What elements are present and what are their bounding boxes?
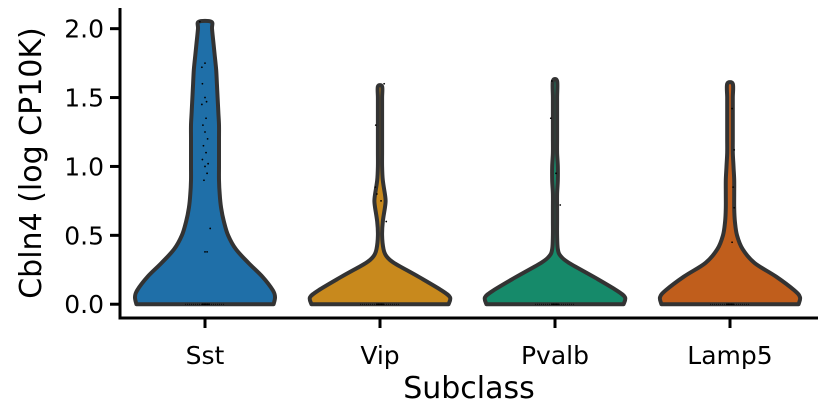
- data-point: [203, 179, 205, 182]
- data-point: [207, 162, 210, 165]
- data-point: [206, 172, 208, 175]
- data-point: [206, 137, 209, 140]
- y-tick-label: 1.5: [64, 84, 104, 113]
- data-point: [731, 241, 733, 244]
- data-point: [555, 303, 558, 306]
- data-point: [385, 220, 388, 223]
- data-point: [202, 144, 205, 147]
- x-axis-ticks: Sst Vip Pvalb Lamp5: [186, 318, 773, 370]
- y-tick-label: 2.0: [64, 15, 104, 44]
- data-point: [549, 117, 552, 120]
- y-tick-label: 0.5: [64, 221, 104, 250]
- data-point: [731, 107, 733, 110]
- data-point: [733, 149, 736, 151]
- data-point: [374, 186, 377, 189]
- x-tick-label: Pvalb: [521, 341, 589, 370]
- data-point: [204, 165, 206, 168]
- y-tick-label: 1.0: [64, 152, 104, 181]
- data-point: [559, 204, 562, 206]
- data-point: [555, 172, 557, 175]
- data-point: [201, 158, 204, 161]
- violin-sst: [133, 18, 277, 307]
- x-tick-label: Vip: [360, 341, 399, 370]
- data-point: [205, 303, 207, 306]
- data-point: [204, 131, 206, 133]
- data-point: [209, 227, 212, 230]
- point-layer: [185, 20, 750, 306]
- data-point: [733, 206, 736, 209]
- data-point: [201, 82, 204, 85]
- x-axis-title: Subclass: [403, 371, 535, 406]
- data-point: [550, 80, 553, 82]
- x-tick-label: Lamp5: [687, 341, 772, 370]
- data-point: [375, 193, 378, 195]
- data-point: [204, 62, 206, 65]
- data-point: [557, 303, 560, 306]
- y-axis-title: Cbln4 (log CP10K): [14, 27, 49, 299]
- data-point: [374, 124, 377, 127]
- data-point: [382, 303, 385, 306]
- data-point: [204, 250, 206, 253]
- violin-pvalb: [482, 77, 628, 307]
- data-point: [204, 96, 206, 99]
- violin-lamp5: [657, 80, 803, 307]
- violin-vip: [307, 83, 453, 307]
- data-point: [202, 124, 204, 127]
- y-tick-label: 0.0: [64, 290, 104, 319]
- data-point: [206, 250, 208, 253]
- data-point: [732, 303, 735, 306]
- x-tick-label: Sst: [186, 341, 225, 370]
- y-axis-ticks: 0.0 0.5 1.0 1.5 2.0: [64, 15, 120, 319]
- data-point: [205, 100, 208, 103]
- data-point: [732, 186, 735, 189]
- data-point: [200, 66, 203, 69]
- data-point: [380, 199, 382, 202]
- data-point: [200, 103, 203, 106]
- data-point: [380, 303, 383, 306]
- data-point: [198, 20, 201, 23]
- violin-layer: [133, 18, 803, 307]
- data-point: [730, 303, 733, 306]
- data-point: [383, 82, 386, 85]
- data-point: [201, 303, 204, 306]
- data-point: [205, 151, 207, 154]
- data-point: [205, 117, 207, 120]
